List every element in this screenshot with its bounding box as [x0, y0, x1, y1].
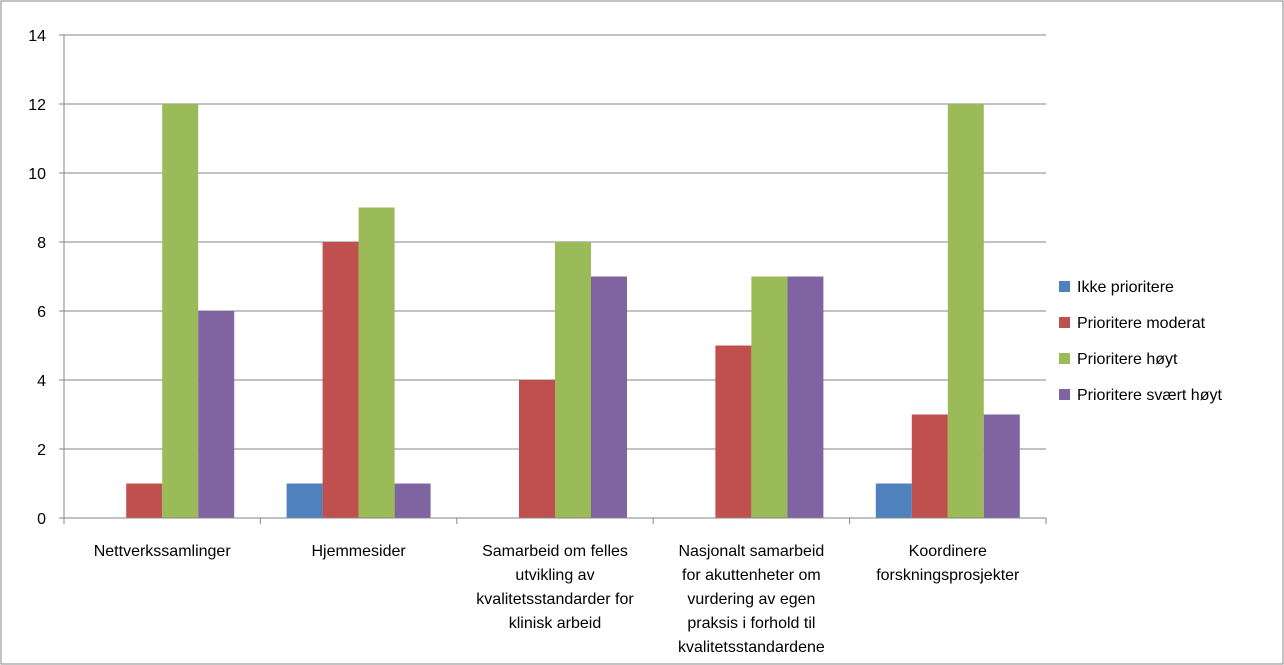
x-tick-label: praksis i forhold til	[687, 615, 815, 632]
x-tick-labels: Nettverkssamlinger Hjemmesider Samarbeid o…	[94, 543, 1020, 656]
legend-label-3: Prioritere svært høyt	[1077, 387, 1222, 404]
bar-2-3	[751, 276, 788, 518]
y-tick-label: 10	[28, 166, 46, 183]
y-tick-label: 8	[37, 235, 46, 252]
bar-2-1	[358, 207, 395, 518]
bar-3-1	[394, 483, 431, 518]
x-tick-label: kvalitetsstandarder for	[476, 591, 634, 608]
bar-2-0	[162, 104, 199, 518]
bar-1-2	[519, 380, 555, 518]
x-tick-label: Nasjonalt samarbeid	[678, 543, 824, 560]
y-tick-label: 2	[37, 442, 46, 459]
legend-label-0: Ikke prioritere	[1077, 279, 1174, 296]
x-tick-label: for akuttenheter om	[682, 567, 821, 584]
x-tick-label: vurdering av egen	[687, 591, 815, 608]
y-tick-label: 14	[28, 28, 46, 45]
bar-1-0	[126, 483, 163, 518]
y-tick-label: 0	[37, 511, 46, 528]
y-tick-label: 12	[28, 97, 46, 114]
x-tick-label: forskningsprosjekter	[876, 567, 1020, 584]
x-tick-label: klinisk arbeid	[509, 615, 601, 632]
bar-1-4	[911, 414, 948, 518]
x-tick-label: Nettverkssamlinger	[94, 543, 232, 560]
bar-3-2	[591, 276, 627, 518]
x-tick-label: utvikling av	[515, 567, 594, 584]
legend: Ikke prioritere Prioritere moderat Priorit…	[1059, 279, 1222, 404]
bar-0-4	[875, 483, 912, 518]
bar-2-4	[947, 104, 984, 518]
bar-3-4	[983, 414, 1020, 518]
bar-3-3	[787, 276, 824, 518]
bars	[126, 104, 1020, 518]
bar-2-2	[555, 242, 591, 518]
bar-0-1	[286, 483, 323, 518]
legend-swatch-0	[1059, 281, 1070, 292]
legend-label-1: Prioritere moderat	[1077, 315, 1206, 332]
y-tick-labels: 0 2 4 6 8 10 12 14	[28, 28, 46, 528]
x-tick-label: Hjemmesider	[311, 543, 406, 560]
legend-label-2: Prioritere høyt	[1077, 351, 1178, 368]
x-tick-label: Koordinere	[909, 543, 987, 560]
y-tick-label: 6	[37, 304, 46, 321]
bar-1-3	[715, 345, 752, 518]
bar-1-1	[322, 242, 359, 518]
legend-swatch-1	[1059, 317, 1070, 328]
axes	[59, 34, 1047, 524]
legend-swatch-3	[1059, 389, 1070, 400]
x-tick-label: kvalitetsstandardene	[678, 639, 825, 656]
x-tick-label: Samarbeid om felles	[482, 543, 628, 560]
bar-3-0	[198, 311, 235, 518]
y-tick-label: 4	[37, 373, 46, 390]
legend-swatch-2	[1059, 353, 1070, 364]
